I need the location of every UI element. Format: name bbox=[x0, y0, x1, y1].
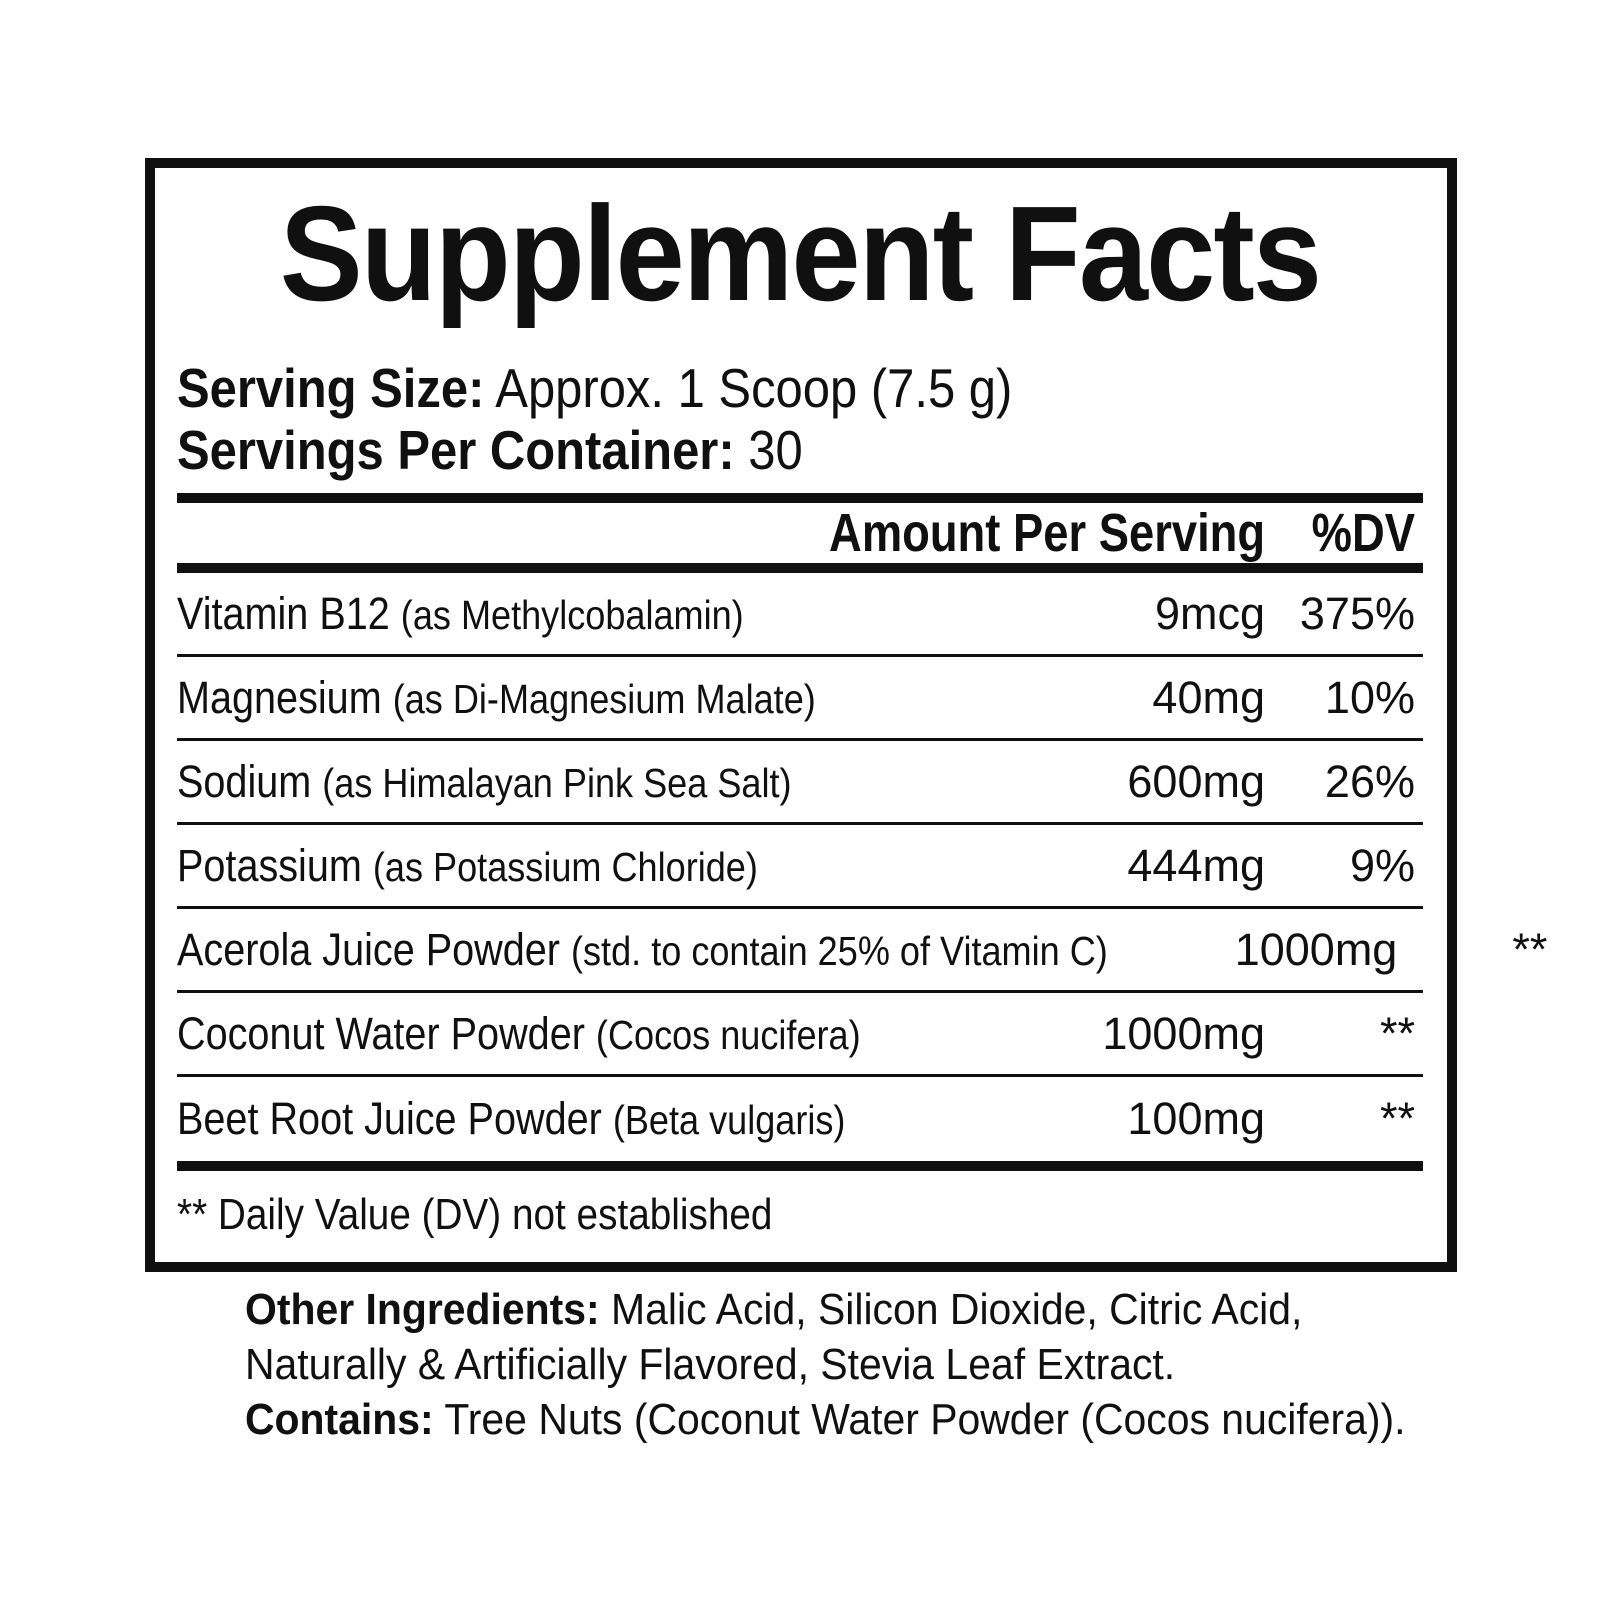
nutrient-dv: 9% bbox=[1349, 839, 1415, 891]
panel-title: Supplement Facts bbox=[279, 178, 1322, 329]
nutrient-detail: (Cocos nucifera) bbox=[595, 1011, 861, 1058]
nutrient-row-sodium: Sodium (as Himalayan Pink Sea Salt) 600m… bbox=[177, 741, 1423, 825]
dv-column-header-cell: %DV bbox=[1265, 502, 1423, 564]
divider-thick-bottom bbox=[177, 1161, 1423, 1171]
contains-line: Contains: Tree Nuts (Coconut Water Powde… bbox=[245, 1392, 1406, 1447]
other-ingredients-text-1: Malic Acid, Silicon Dioxide, Citric Acid… bbox=[611, 1285, 1303, 1334]
nutrient-dv: 26% bbox=[1324, 755, 1415, 807]
nutrient-dv: 10% bbox=[1324, 671, 1415, 723]
nutrient-row-acerola-juice-powder: Acerola Juice Powder (std. to contain 25… bbox=[177, 909, 1547, 993]
percent-dv-header: %DV bbox=[1311, 503, 1415, 563]
amount-per-serving-header: Amount Per Serving bbox=[828, 503, 1265, 563]
nutrient-amount: 600mg bbox=[1127, 755, 1265, 807]
serving-info-block: Serving Size: Approx. 1 Scoop (7.5 g) Se… bbox=[177, 357, 1423, 481]
supplement-facts-panel: Supplement Facts Serving Size: Approx. 1… bbox=[145, 158, 1547, 1272]
nutrient-row-coconut-water-powder: Coconut Water Powder (Cocos nucifera) 10… bbox=[177, 993, 1423, 1077]
nutrient-detail: (as Potassium Chloride) bbox=[372, 843, 758, 890]
nutrient-row-beet-root-juice-powder: Beet Root Juice Powder (Beta vulgaris) 1… bbox=[177, 1077, 1423, 1161]
nutrient-detail: (std. to contain 25% of Vitamin C) bbox=[571, 927, 1108, 974]
nutrient-amount: 100mg bbox=[1127, 1093, 1265, 1144]
nutrient-detail: (as Di-Magnesium Malate) bbox=[392, 675, 816, 722]
servings-per-container-value: 30 bbox=[748, 419, 803, 481]
nutrient-name: Magnesium bbox=[177, 671, 382, 723]
nutrient-detail: (as Methylcobalamin) bbox=[400, 591, 744, 638]
other-ingredients-line-1: Other Ingredients: Malic Acid, Silicon D… bbox=[245, 1282, 1406, 1337]
servings-per-container-line: Servings Per Container: 30 bbox=[177, 419, 1286, 481]
footnote-row: ** Daily Value (DV) not established bbox=[177, 1171, 1423, 1262]
column-header-row: Amount Per Serving %DV bbox=[177, 503, 1423, 563]
nutrient-dv: 375% bbox=[1299, 587, 1415, 639]
nutrient-amount: 9mcg bbox=[1154, 587, 1265, 639]
serving-size-line: Serving Size: Approx. 1 Scoop (7.5 g) bbox=[177, 357, 1286, 419]
divider-thick-under-header bbox=[177, 563, 1423, 573]
nutrient-detail: (Beta vulgaris) bbox=[612, 1097, 846, 1143]
other-ingredients-label: Other Ingredients: bbox=[245, 1285, 600, 1334]
contains-label: Contains: bbox=[245, 1395, 434, 1444]
serving-size-label: Serving Size: bbox=[177, 357, 485, 419]
nutrient-dv: ** bbox=[1512, 923, 1548, 975]
other-ingredients-line-2: Naturally & Artificially Flavored, Stevi… bbox=[245, 1337, 1406, 1392]
nutrient-name: Vitamin B12 bbox=[177, 587, 390, 639]
nutrient-amount: 1000mg bbox=[1234, 923, 1398, 975]
divider-thick-top bbox=[177, 493, 1423, 503]
nutrient-name: Potassium bbox=[177, 839, 362, 891]
nutrient-detail: (as Himalayan Pink Sea Salt) bbox=[322, 759, 792, 806]
other-ingredients-block: Other Ingredients: Malic Acid, Silicon D… bbox=[245, 1282, 1493, 1447]
nutrient-name: Coconut Water Powder bbox=[177, 1007, 585, 1059]
nutrient-row-potassium: Potassium (as Potassium Chloride) 444mg … bbox=[177, 825, 1423, 909]
nutrient-name: Sodium bbox=[177, 755, 312, 807]
nutrient-name: Acerola Juice Powder bbox=[177, 923, 560, 975]
nutrient-row-magnesium: Magnesium (as Di-Magnesium Malate) 40mg … bbox=[177, 657, 1423, 741]
servings-per-container-label: Servings Per Container: bbox=[177, 419, 735, 481]
amount-column-header-cell: Amount Per Serving bbox=[177, 502, 1265, 564]
nutrient-amount: 1000mg bbox=[1102, 1007, 1265, 1059]
other-ingredients-text-2: Naturally & Artificially Flavored, Stevi… bbox=[245, 1340, 1176, 1389]
nutrient-row-vitamin-b12: Vitamin B12 (as Methylcobalamin) 9mcg 37… bbox=[177, 573, 1423, 657]
nutrient-dv: ** bbox=[1379, 1093, 1415, 1144]
nutrient-amount: 444mg bbox=[1127, 839, 1265, 891]
nutrient-dv: ** bbox=[1379, 1007, 1415, 1059]
nutrient-amount: 40mg bbox=[1152, 671, 1265, 723]
contains-text: Tree Nuts (Coconut Water Powder (Cocos n… bbox=[444, 1395, 1406, 1444]
nutrient-name: Beet Root Juice Powder bbox=[177, 1093, 602, 1144]
serving-size-value: Approx. 1 Scoop (7.5 g) bbox=[495, 357, 1013, 419]
dv-footnote: ** Daily Value (DV) not established bbox=[177, 1190, 773, 1239]
